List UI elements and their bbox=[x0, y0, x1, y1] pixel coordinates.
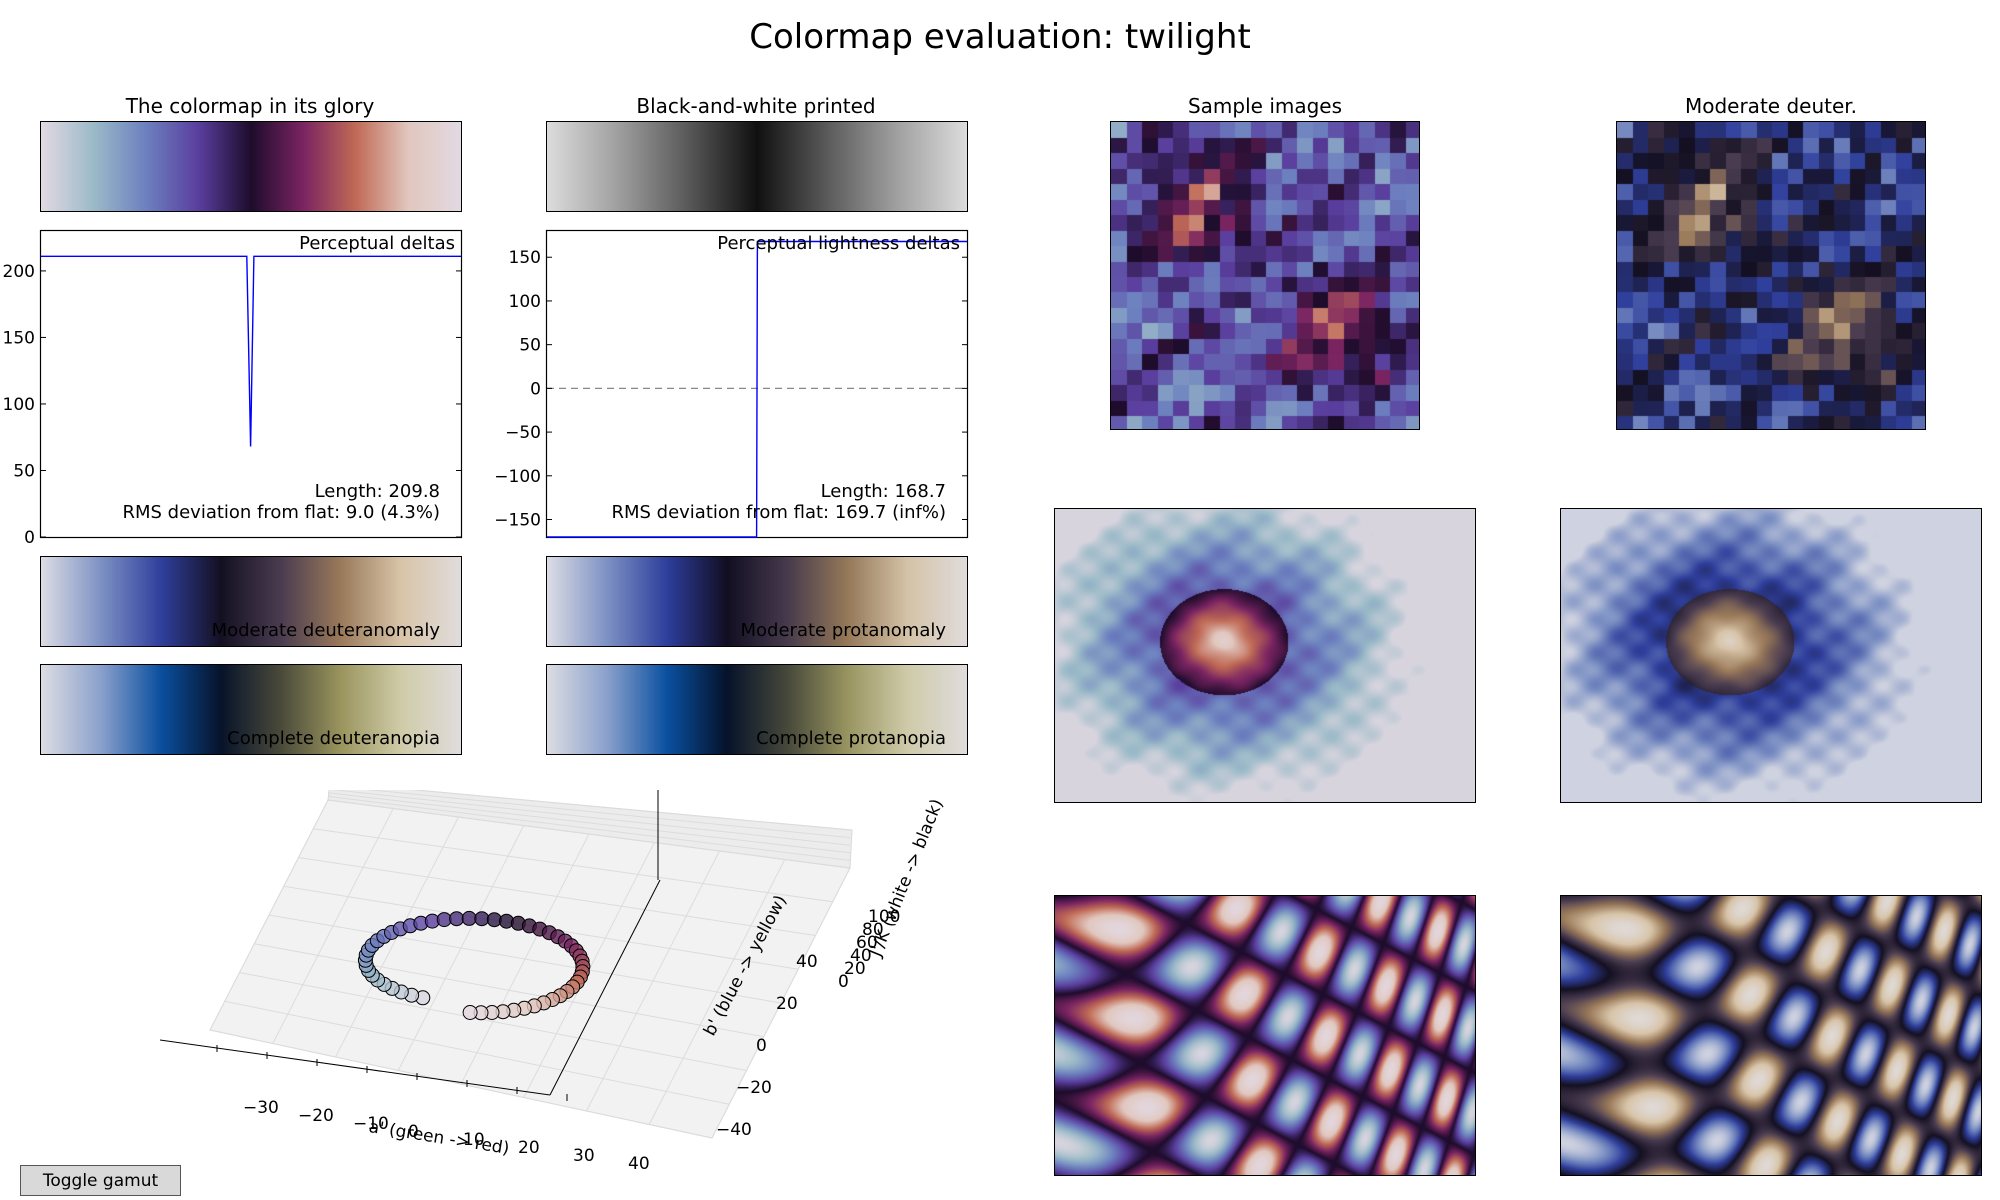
b-tick-label: −40 bbox=[716, 1120, 752, 1140]
b-tick-label: 20 bbox=[776, 994, 798, 1014]
deuter-image-grid bbox=[1616, 121, 1926, 430]
lightness-deltas-line bbox=[547, 240, 967, 538]
y-tick-label: 150 bbox=[509, 248, 541, 268]
perceptual-deltas-chart: 0 50 100 150 200 bbox=[3, 229, 463, 548]
a-tick-label: −10 bbox=[353, 1114, 389, 1134]
deuteranomaly-label: Moderate deuteranomaly bbox=[211, 620, 440, 641]
protanomaly-label: Moderate protanomaly bbox=[740, 620, 947, 641]
j-tick-label: 80 bbox=[862, 920, 884, 940]
perceptual-deltas-title: Perceptual deltas bbox=[299, 233, 455, 254]
a-tick-label: 0 bbox=[408, 1122, 419, 1142]
y-tick-label: 100 bbox=[509, 292, 541, 312]
sample-images-title: Sample images bbox=[1187, 94, 1343, 118]
glory-title: The colormap in its glory bbox=[125, 94, 375, 118]
y-tick-label: −150 bbox=[494, 511, 541, 531]
deuter-image-waves bbox=[1560, 895, 1982, 1176]
lightness-deltas-length: Length: 168.7 bbox=[820, 481, 946, 502]
deuter-images-title: Moderate deuter. bbox=[1684, 94, 1858, 118]
gamut-point bbox=[474, 911, 490, 927]
j-tick-label: 0 bbox=[838, 972, 849, 992]
gamut-point bbox=[436, 912, 452, 928]
deuteranomaly-bar bbox=[40, 556, 462, 647]
perceptual-deltas-line bbox=[41, 255, 461, 447]
sample-image-terrain bbox=[1054, 508, 1476, 803]
deuteranopia-label: Complete deuteranopia bbox=[227, 728, 440, 749]
a-tick-label: 40 bbox=[628, 1154, 650, 1174]
sample-image-grid bbox=[1110, 121, 1420, 430]
y-tick-label: 200 bbox=[3, 262, 35, 282]
y-tick-label: 0 bbox=[24, 528, 35, 548]
b-tick-label: 40 bbox=[796, 952, 818, 972]
a-tick-label: 20 bbox=[518, 1138, 540, 1158]
j-tick-label: 100 bbox=[868, 907, 901, 927]
deuteranopia-bar bbox=[40, 664, 462, 755]
gamut-point bbox=[462, 1005, 478, 1020]
j-tick-label: 40 bbox=[850, 946, 872, 966]
y-tick-label: −50 bbox=[505, 423, 541, 443]
b-tick-label: 0 bbox=[756, 1036, 767, 1056]
deuter-image-terrain bbox=[1560, 508, 1982, 803]
a-tick-label: 10 bbox=[463, 1130, 485, 1150]
b-axis-line bbox=[549, 879, 661, 1096]
y-tick-label: 0 bbox=[530, 379, 541, 399]
gamut-point bbox=[449, 911, 465, 927]
sample-image-waves bbox=[1054, 895, 1476, 1176]
y-tick-label: 50 bbox=[13, 461, 35, 481]
y-tick-label: −100 bbox=[494, 467, 541, 487]
gamut-point bbox=[461, 910, 477, 926]
a-tick-label: −20 bbox=[298, 1106, 334, 1126]
j-tick-label: 20 bbox=[844, 959, 866, 979]
protanopia-bar bbox=[546, 664, 968, 755]
perceptual-deltas-frame bbox=[39, 229, 463, 539]
a-tick-label: −30 bbox=[243, 1098, 279, 1118]
j-tick-label: 60 bbox=[856, 933, 878, 953]
b-tick-label: −20 bbox=[736, 1078, 772, 1098]
lightness-deltas-title: Perceptual lightness deltas bbox=[717, 233, 960, 254]
gamut-3d-plot bbox=[160, 790, 853, 1139]
bw-title: Black-and-white printed bbox=[636, 94, 876, 118]
black-white-bar bbox=[546, 121, 968, 212]
lightness-deltas-rms: RMS deviation from flat: 169.7 (inf%) bbox=[611, 502, 946, 523]
protanopia-label: Complete protanopia bbox=[756, 728, 946, 749]
y-tick-label: 50 bbox=[519, 336, 541, 356]
y-tick-label: 100 bbox=[3, 395, 35, 415]
perceptual-deltas-length: Length: 209.8 bbox=[314, 481, 440, 502]
figure-title: Colormap evaluation: twilight bbox=[749, 17, 1251, 57]
y-tick-label: 150 bbox=[3, 328, 35, 348]
perceptual-deltas-rms: RMS deviation from flat: 9.0 (4.3%) bbox=[122, 502, 440, 523]
toggle-gamut-button[interactable]: Toggle gamut bbox=[20, 1165, 181, 1196]
colormap-glory-bar bbox=[40, 121, 462, 212]
a-axis-line bbox=[160, 1039, 551, 1096]
protanomaly-bar bbox=[546, 556, 968, 647]
lightness-deltas-chart: 150 100 50 0 −50 −100 −150 bbox=[494, 229, 969, 539]
a-tick-label: 30 bbox=[573, 1146, 595, 1166]
